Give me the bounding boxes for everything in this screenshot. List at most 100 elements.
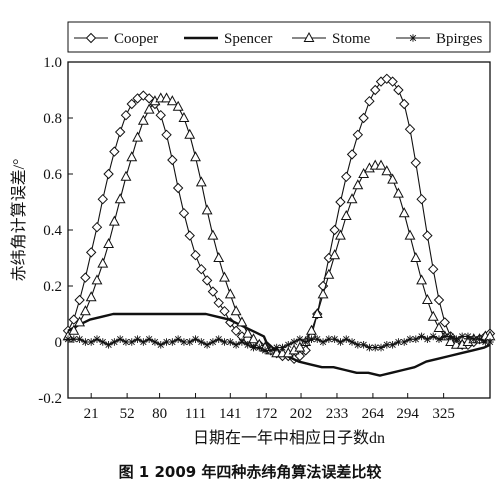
data-point-cooper xyxy=(219,305,230,317)
data-point-bpirges xyxy=(377,343,385,352)
data-point-stome xyxy=(143,103,155,114)
data-point-bpirges xyxy=(394,338,403,346)
data-point-bpirges xyxy=(486,338,494,346)
data-point-cooper xyxy=(109,146,120,157)
data-point-cooper xyxy=(393,84,404,96)
data-point-stome xyxy=(387,173,399,184)
data-point-bpirges xyxy=(319,338,327,346)
x-tick-label: 172 xyxy=(255,406,278,422)
data-point-stome xyxy=(427,310,439,321)
legend-label-spencer: Spencer xyxy=(224,31,272,47)
data-point-stome xyxy=(311,307,323,318)
data-point-bpirges xyxy=(75,335,84,343)
data-point-stome xyxy=(219,271,230,282)
legend-marker-stome xyxy=(303,31,315,42)
series-line-cooper xyxy=(67,78,491,360)
data-point-bpirges xyxy=(87,338,95,346)
data-point-cooper xyxy=(433,294,445,306)
y-tick-label: 0.6 xyxy=(43,167,62,183)
data-point-bpirges xyxy=(348,338,356,346)
data-point-bpirges xyxy=(313,335,322,343)
data-point-stome xyxy=(79,305,91,316)
data-point-bpirges xyxy=(145,335,153,343)
data-point-stome xyxy=(224,288,236,299)
data-point-bpirges xyxy=(301,338,310,346)
data-point-cooper xyxy=(207,286,219,297)
data-point-bpirges xyxy=(162,338,171,346)
x-tick-label: 21 xyxy=(84,406,99,422)
series-layer xyxy=(62,73,496,377)
data-point-stome xyxy=(392,187,404,198)
data-point-bpirges xyxy=(400,338,409,346)
data-point-stome xyxy=(358,167,370,178)
data-point-cooper xyxy=(91,221,103,233)
y-tick-label: -0.2 xyxy=(38,391,62,407)
data-point-cooper xyxy=(422,230,433,241)
data-point-stome xyxy=(381,165,393,176)
data-point-cooper xyxy=(184,230,195,241)
data-point-cooper xyxy=(410,157,422,169)
data-point-stome xyxy=(306,324,317,335)
data-point-bpirges xyxy=(197,338,206,346)
data-point-stome xyxy=(410,251,422,262)
data-point-bpirges xyxy=(417,332,426,341)
data-point-bpirges xyxy=(458,332,466,341)
data-point-stome xyxy=(329,249,341,260)
axis-ticks: 21 52 80 111 141 172 202 233 264 294 325 -0.2 0 0.2 0.… xyxy=(38,55,455,422)
data-point-stome xyxy=(114,193,126,204)
data-point-bpirges xyxy=(464,332,472,341)
data-point-bpirges xyxy=(209,338,217,346)
data-point-stome xyxy=(398,207,410,218)
data-point-stome xyxy=(248,333,259,344)
x-axis-label: 日期在一年中相应日子数dn xyxy=(193,428,385,447)
data-point-bpirges xyxy=(139,338,148,346)
data-point-bpirges xyxy=(359,341,368,349)
data-point-cooper xyxy=(167,154,178,166)
data-point-stome xyxy=(421,293,433,304)
data-point-stome xyxy=(242,327,254,338)
data-point-cooper xyxy=(126,98,137,110)
data-point-cooper xyxy=(103,168,114,180)
data-point-cooper xyxy=(114,126,126,138)
data-point-cooper xyxy=(427,263,439,275)
data-point-bpirges xyxy=(267,346,275,355)
data-point-cooper xyxy=(358,112,369,124)
data-point-stome xyxy=(120,170,132,181)
data-point-stome xyxy=(85,291,97,302)
data-point-stome xyxy=(172,100,184,111)
x-tick-label: 233 xyxy=(326,406,349,422)
data-point-bpirges xyxy=(406,335,414,343)
data-point-stome xyxy=(317,288,329,299)
data-point-stome xyxy=(132,131,143,142)
y-tick-label: 0 xyxy=(55,335,63,351)
data-point-bpirges xyxy=(185,338,194,346)
data-point-bpirges xyxy=(290,338,298,346)
data-point-stome xyxy=(195,176,207,187)
data-point-bpirges xyxy=(151,338,159,346)
data-point-stome xyxy=(126,151,138,162)
data-point-cooper xyxy=(439,317,450,328)
data-point-cooper xyxy=(143,93,155,104)
data-point-bpirges xyxy=(452,335,461,343)
legend-label-bpirges: Bpirges xyxy=(436,31,483,47)
data-point-cooper xyxy=(404,123,416,135)
data-point-bpirges xyxy=(423,335,432,343)
x-tick-label: 294 xyxy=(396,406,419,422)
data-point-bpirges xyxy=(98,338,107,346)
data-point-stome xyxy=(404,229,416,240)
data-point-stome xyxy=(103,237,115,248)
data-point-cooper xyxy=(416,193,427,205)
data-point-cooper xyxy=(68,314,80,325)
x-tick-label: 80 xyxy=(152,406,167,422)
data-point-bpirges xyxy=(330,335,339,343)
data-point-cooper xyxy=(190,249,201,261)
data-point-cooper xyxy=(329,224,340,236)
data-point-stome xyxy=(108,215,120,226)
data-point-stome xyxy=(68,324,80,335)
data-point-bpirges xyxy=(342,335,351,343)
data-point-stome xyxy=(207,229,219,240)
data-point-stome xyxy=(352,179,364,190)
data-point-stome xyxy=(340,209,352,220)
data-point-cooper xyxy=(178,207,190,219)
data-point-cooper xyxy=(399,98,410,110)
